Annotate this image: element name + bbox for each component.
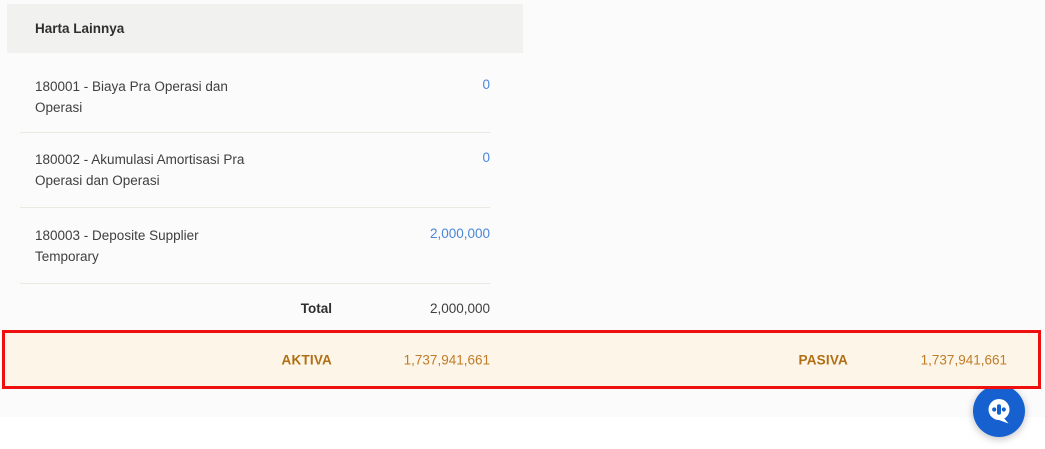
account-row-label: 180001 - Biaya Pra Operasi dan Operasi [35, 79, 228, 115]
section-header-harta-lainnya: Harta Lainnya [7, 4, 523, 53]
account-row-value-link[interactable]: 0 [482, 77, 490, 92]
pasiva-total-value: 1,737,941,661 [920, 352, 1007, 367]
row-divider [20, 207, 490, 208]
chat-widget-button[interactable] [973, 385, 1025, 437]
chat-bubble-voice-icon [983, 395, 1015, 427]
section-total-label: Total [300, 301, 332, 316]
section-total-value: 2,000,000 [429, 301, 490, 316]
aktiva-total-value: 1,737,941,661 [403, 352, 490, 367]
section-header-label: Harta Lainnya [35, 21, 125, 36]
account-row-label: 180002 - Akumulasi Amortisasi Pra Operas… [35, 152, 245, 188]
aktiva-pasiva-summary-bar-highlighted: AKTIVA 1,737,941,661 PASIVA 1,737,941,66… [2, 330, 1041, 389]
aktiva-label: AKTIVA [281, 352, 332, 367]
row-divider [20, 283, 490, 284]
account-row-label: 180003 - Deposite Supplier Temporary [35, 228, 199, 264]
pasiva-label: PASIVA [798, 352, 848, 367]
account-row-value-link[interactable]: 2,000,000 [429, 226, 490, 241]
row-divider [20, 132, 490, 133]
account-row-value-link[interactable]: 0 [482, 150, 490, 165]
